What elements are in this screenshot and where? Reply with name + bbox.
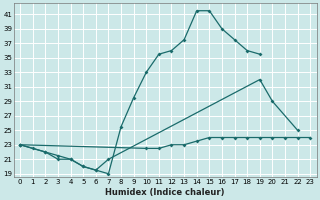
X-axis label: Humidex (Indice chaleur): Humidex (Indice chaleur) (106, 188, 225, 197)
